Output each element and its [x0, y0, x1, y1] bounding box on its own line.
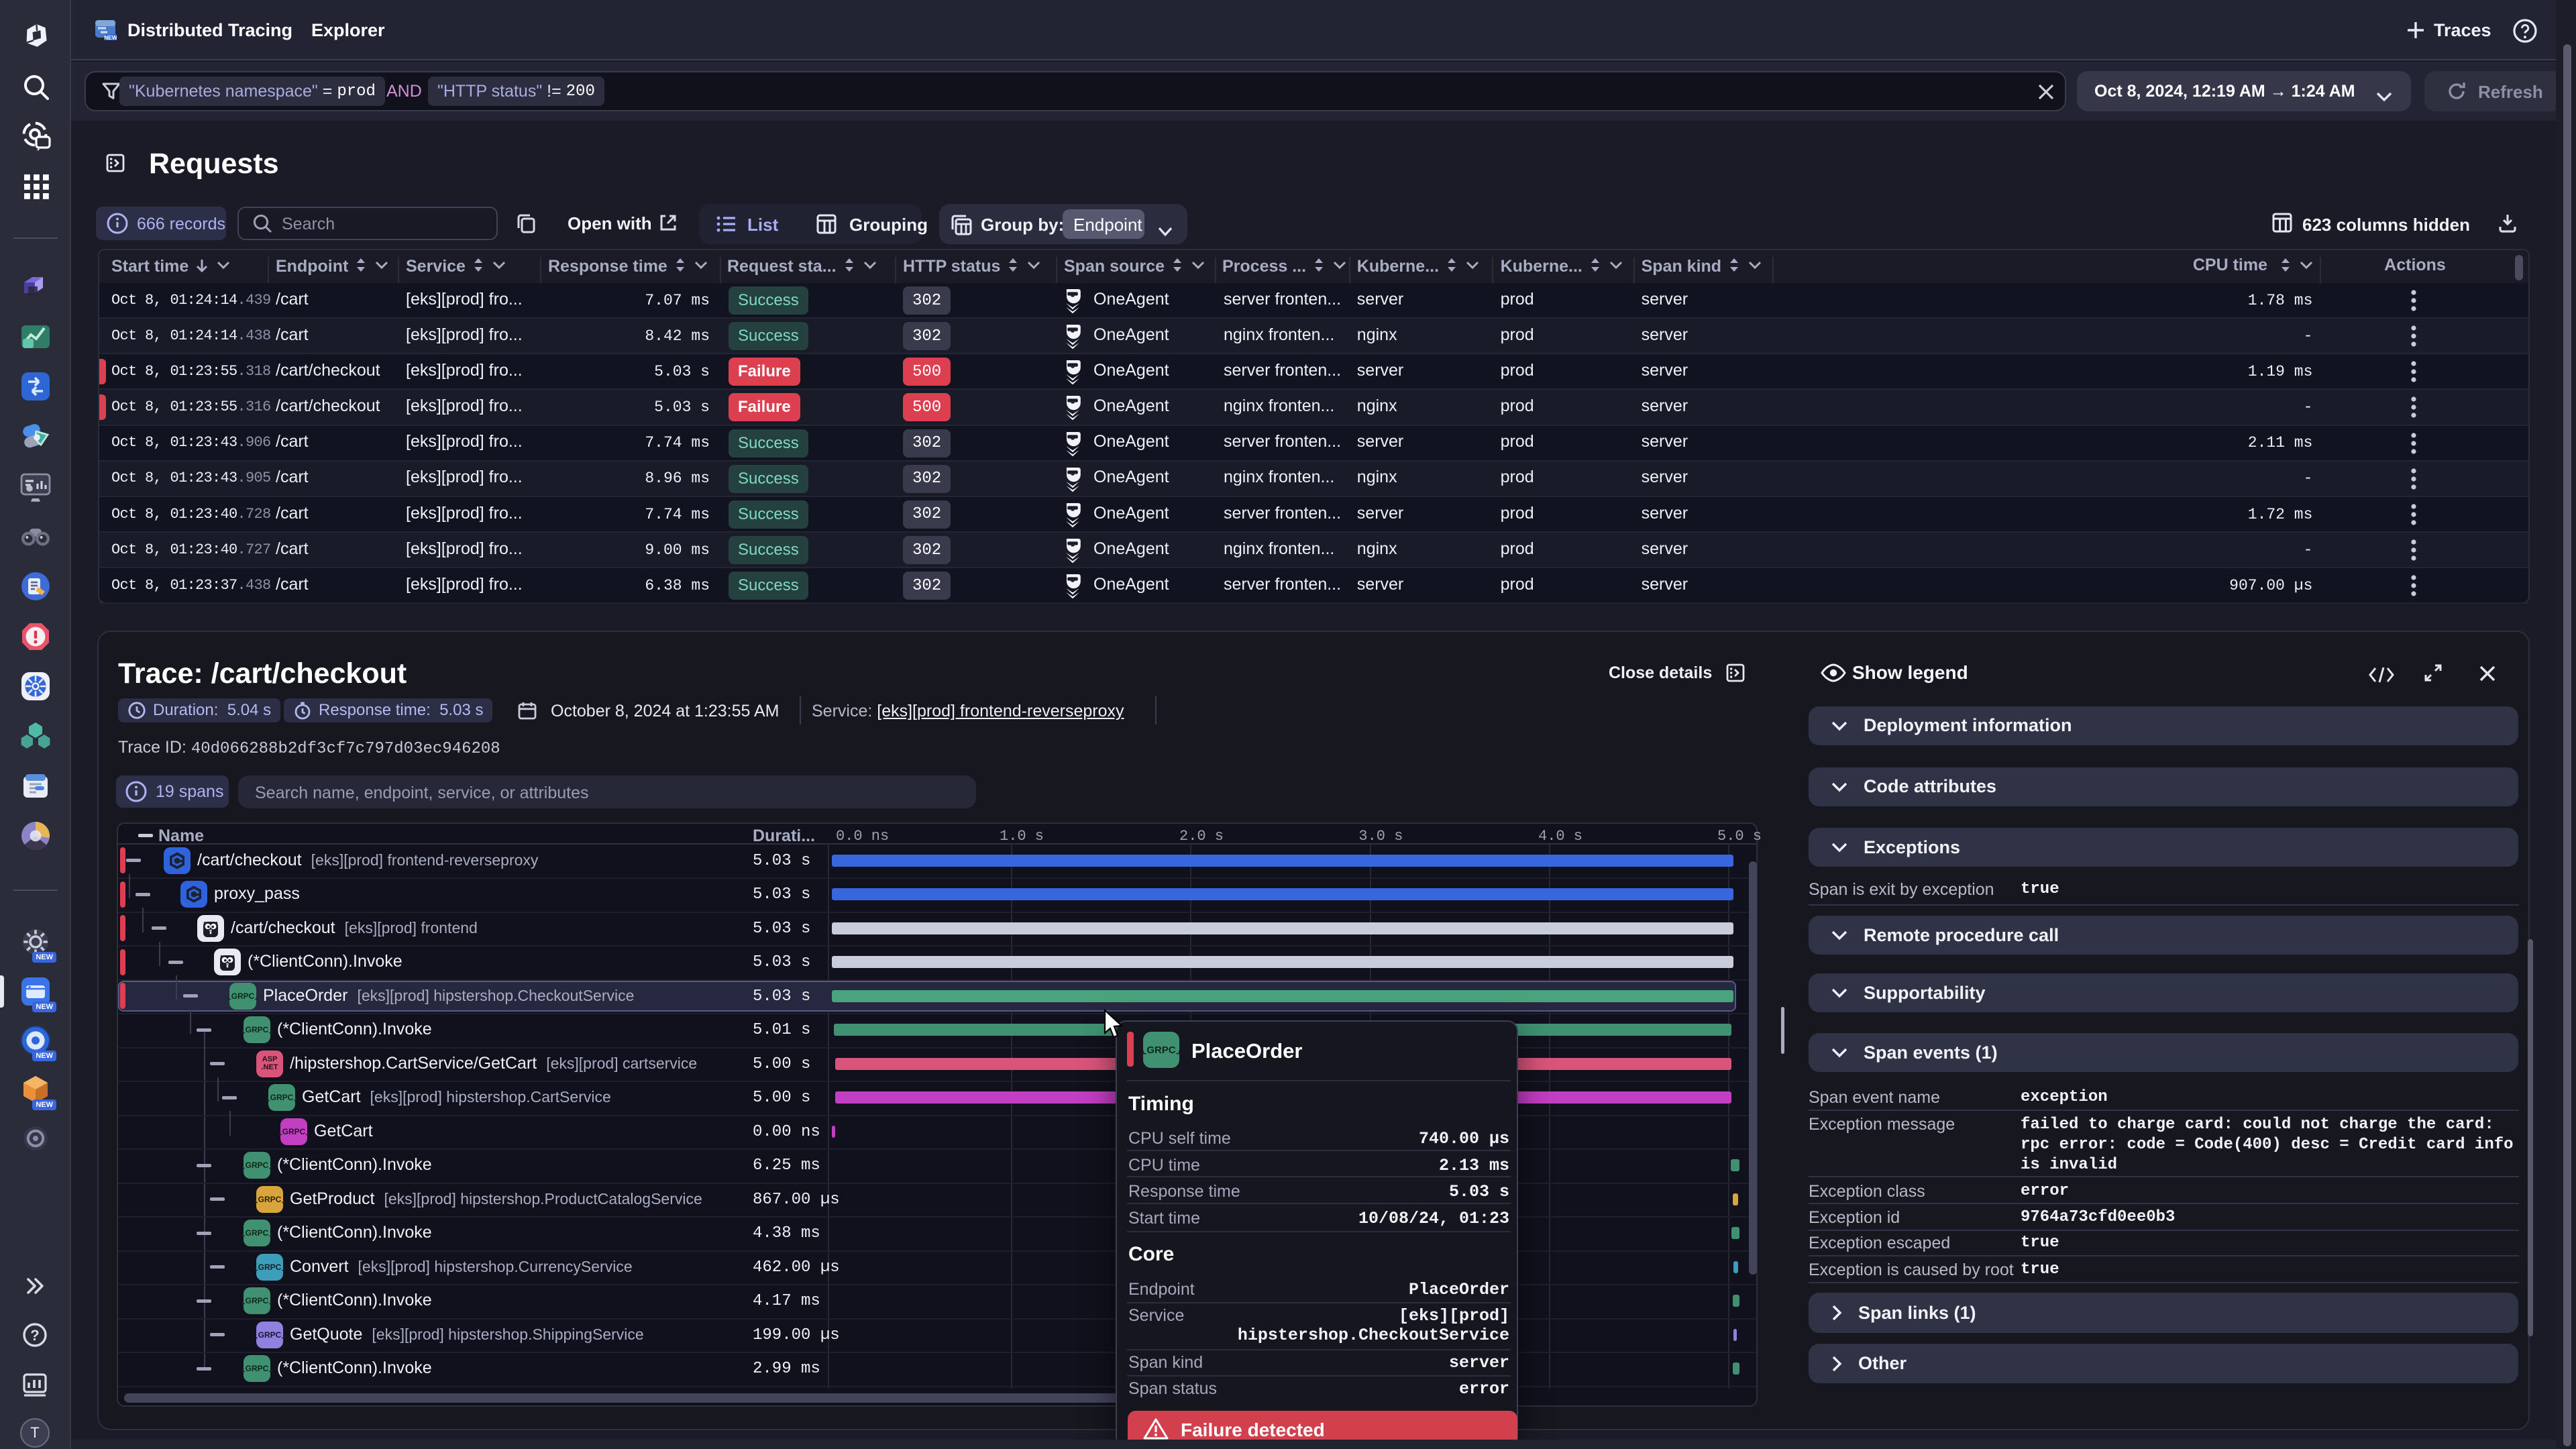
svg-text:NEW: NEW [104, 34, 117, 40]
svg-text:?: ? [30, 1327, 39, 1344]
